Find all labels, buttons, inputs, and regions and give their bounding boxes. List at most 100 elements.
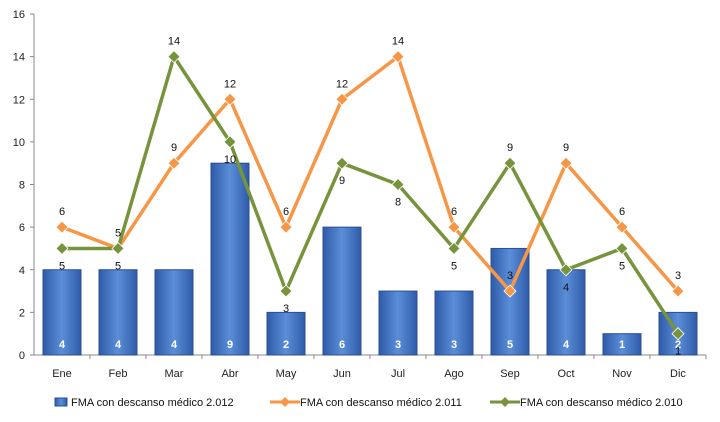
line-2010-data-label: 5 xyxy=(59,260,65,272)
y-tick-label: 14 xyxy=(13,52,25,64)
bar xyxy=(322,226,362,356)
y-tick-label: 16 xyxy=(13,9,25,21)
x-tick-label: Dic xyxy=(670,368,686,380)
series-marker-1 xyxy=(615,220,629,234)
line-2010-data-label: 1 xyxy=(675,346,681,358)
bar-data-label: 9 xyxy=(227,339,233,351)
y-tick-label: 4 xyxy=(19,265,25,277)
y-tick-label: 6 xyxy=(19,222,25,234)
bar xyxy=(434,290,474,356)
legend: FMA con descanso médico 2.012 FMA con des… xyxy=(54,397,683,409)
series-marker-1 xyxy=(223,92,237,106)
x-tick-label: Abr xyxy=(221,368,238,380)
line-2010-data-label: 3 xyxy=(283,303,289,315)
bar xyxy=(546,269,586,356)
series-marker-2 xyxy=(223,135,237,149)
line-2011-data-label: 3 xyxy=(675,270,681,282)
bar-data-label: 3 xyxy=(395,339,401,351)
line-2011-data-label: 6 xyxy=(619,206,625,218)
bar-data-label: 2 xyxy=(283,339,289,351)
bar xyxy=(210,162,250,356)
x-tick-label: Sep xyxy=(500,368,520,380)
x-tick-label: Feb xyxy=(109,368,128,380)
line-2010-data-label: 10 xyxy=(224,154,236,166)
line-2010-data-label: 5 xyxy=(619,260,625,272)
x-tick-label: Ago xyxy=(444,368,464,380)
legend-swatch-2012 xyxy=(54,397,68,407)
series-marker-1 xyxy=(503,284,517,298)
series-marker-2 xyxy=(55,241,69,256)
series-marker-2 xyxy=(615,241,629,256)
x-tick-label: Ene xyxy=(52,368,72,380)
line-2011-data-label: 3 xyxy=(507,270,513,282)
bar-data-label: 5 xyxy=(507,339,513,351)
line-2010-data-label: 5 xyxy=(451,260,457,272)
x-tick-label: Jul xyxy=(391,368,405,380)
series-marker-2 xyxy=(503,156,517,170)
line-2010-data-label: 5 xyxy=(115,260,121,272)
series-marker-1 xyxy=(167,156,181,170)
line-2011-data-label: 12 xyxy=(224,78,236,90)
bar-data-label: 2 xyxy=(675,339,681,351)
line-2011-data-label: 12 xyxy=(336,78,348,90)
bar-data-label: 1 xyxy=(619,339,625,351)
bar xyxy=(98,269,138,356)
x-tick-label: Oct xyxy=(557,368,574,380)
x-tick-label: May xyxy=(276,368,297,380)
series-marker-2 xyxy=(447,241,461,256)
series-marker-2 xyxy=(279,284,293,298)
bar-data-label: 4 xyxy=(59,339,66,351)
series-marker-2 xyxy=(671,327,685,341)
y-tick-label: 0 xyxy=(19,350,25,362)
bar xyxy=(378,290,418,356)
line-2010-data-label: 9 xyxy=(507,142,513,154)
x-tick-label: Mar xyxy=(165,368,184,380)
line-series xyxy=(55,50,685,341)
series-marker-2 xyxy=(111,241,125,256)
line-2011-data-label: 6 xyxy=(59,206,65,218)
series-marker-1 xyxy=(391,50,405,64)
line-2011-data-label: 9 xyxy=(563,142,569,154)
line-2011-data-label: 6 xyxy=(283,206,289,218)
series-marker-1 xyxy=(447,220,461,234)
line-2011-data-label: 5 xyxy=(115,227,121,239)
bar-series-2012 xyxy=(42,162,698,356)
series-line-1 xyxy=(61,54,680,293)
line-2010-data-label: 8 xyxy=(395,197,401,209)
legend-marker-2010 xyxy=(500,397,510,407)
x-tick-label: Nov xyxy=(612,368,632,380)
legend-marker-2011 xyxy=(280,397,290,407)
bar-data-label: 3 xyxy=(451,339,457,351)
bar-data-label: 4 xyxy=(563,339,570,351)
line-2010-data-label: 4 xyxy=(563,282,569,294)
y-tick-label: 12 xyxy=(13,94,25,106)
line-2010-data-label: 9 xyxy=(339,175,345,187)
series-marker-1 xyxy=(55,220,69,234)
y-tick-label: 10 xyxy=(13,137,25,149)
series-marker-1 xyxy=(559,156,573,170)
line-2010-data-label: 14 xyxy=(168,36,180,48)
line-2011-data-label: 9 xyxy=(171,142,177,154)
series-marker-2 xyxy=(391,177,405,192)
y-tick-label: 8 xyxy=(19,180,25,192)
series-marker-1 xyxy=(279,220,293,234)
bar-data-label: 4 xyxy=(115,339,122,351)
bar xyxy=(602,333,642,356)
legend-label-2012: FMA con descanso médico 2.012 xyxy=(71,397,234,409)
x-tick-label: Jun xyxy=(333,368,351,380)
series-marker-2 xyxy=(559,263,573,277)
series-marker-1 xyxy=(671,284,685,298)
series-marker-2 xyxy=(167,50,181,64)
legend-label-2011: FMA con descanso médico 2.011 xyxy=(300,397,462,409)
bar xyxy=(42,269,82,356)
series-line-2 xyxy=(62,54,680,335)
series-marker-2 xyxy=(335,156,349,170)
bar xyxy=(154,269,194,356)
legend-label-2010: FMA con descanso médico 2.010 xyxy=(520,397,683,409)
bar-data-label: 6 xyxy=(339,339,345,351)
bar xyxy=(266,311,306,356)
series-marker-1 xyxy=(335,92,349,106)
y-tick-label: 2 xyxy=(19,307,25,319)
